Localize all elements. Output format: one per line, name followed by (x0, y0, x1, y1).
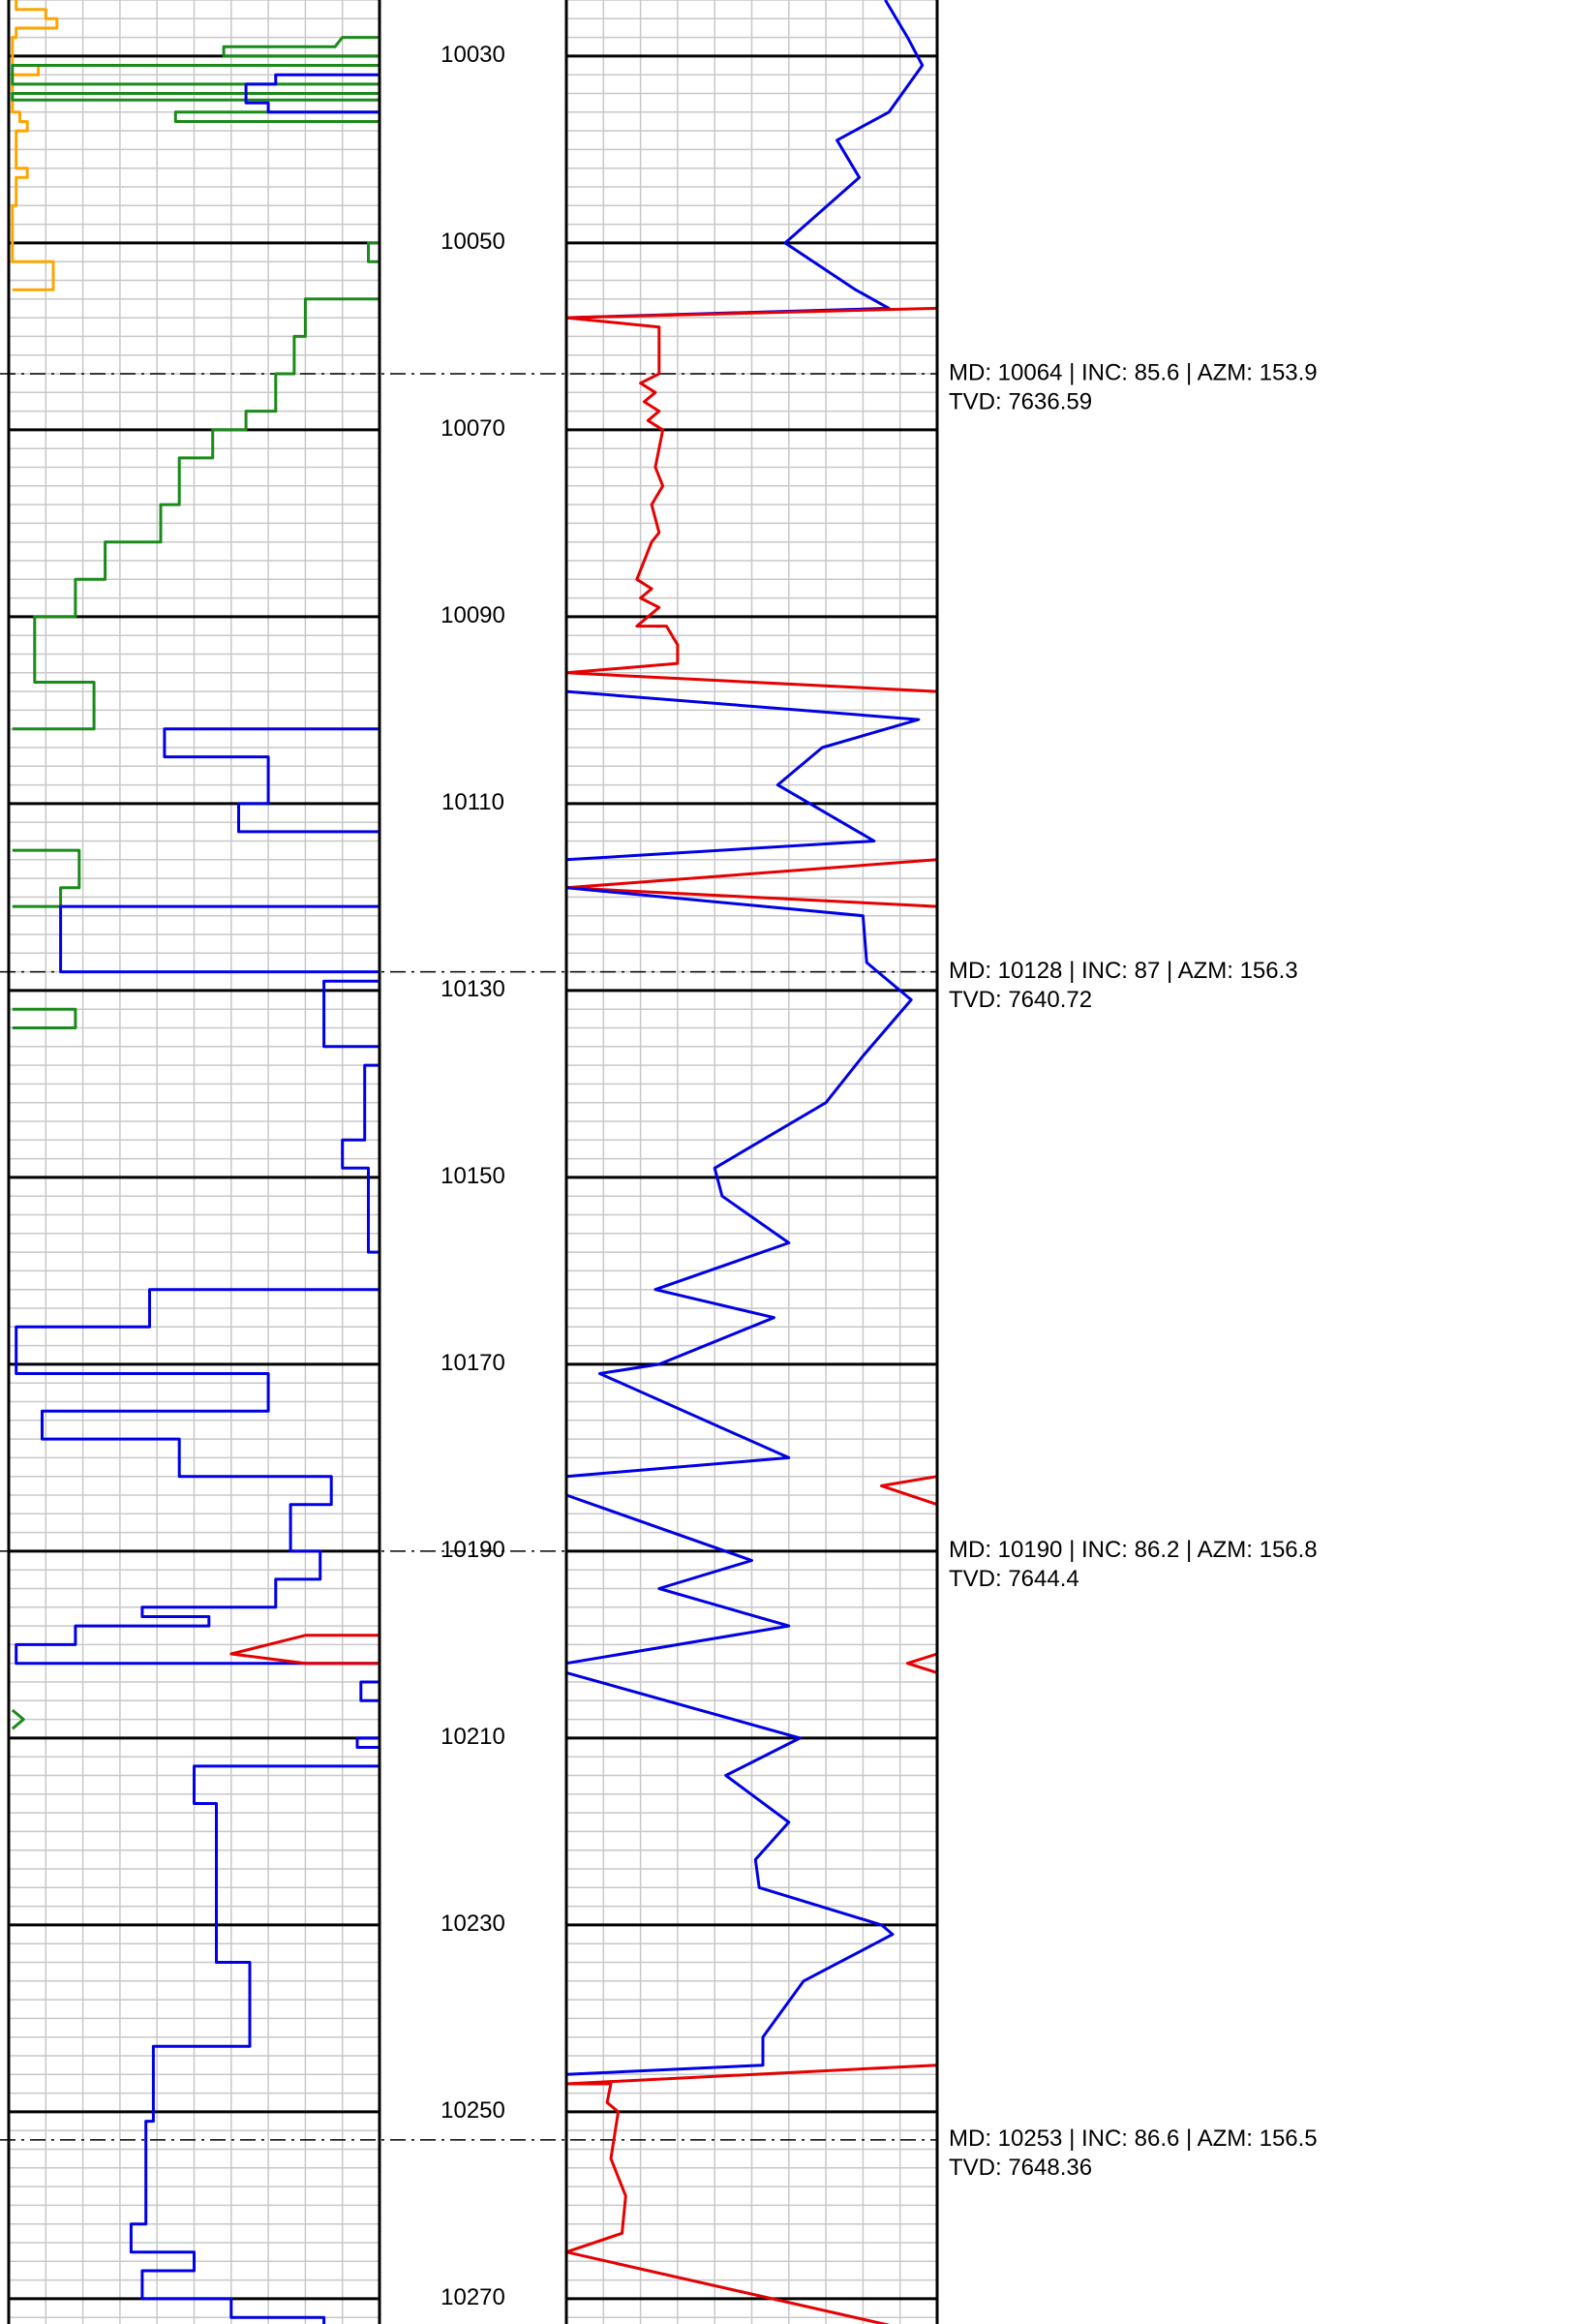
log-curve-green (12, 848, 81, 908)
log-curve-blue (565, 689, 921, 862)
depth-tick-label: 10130 (441, 976, 505, 1002)
depth-tick-label: 10070 (441, 415, 505, 442)
log-curve-orange (11, 0, 59, 291)
log-curve-blue (15, 979, 381, 2324)
survey-md-label: MD: 10190 | INC: 86.2 | AZM: 156.8 (949, 1537, 1318, 1563)
grid-layer (9, 0, 937, 2324)
depth-labels: 10030 10050 10070 10090 10110 10130 10150 10170… (441, 42, 505, 2310)
track-borders (7, 0, 939, 2324)
log-curve-green (11, 36, 381, 731)
log-curve-blue (163, 727, 380, 834)
depth-tick-label: 10190 (441, 1537, 505, 1563)
log-curve-green (11, 1708, 25, 1730)
log-curve-red (880, 1475, 938, 1507)
depth-tick-label: 10150 (441, 1163, 505, 1189)
depth-tick-label: 10210 (441, 1724, 505, 1750)
depth-tick-label: 10270 (441, 2284, 505, 2310)
depth-tick-label: 10030 (441, 42, 505, 68)
survey-annotations: MD: 10064 | INC: 85.6 | AZM: 153.9 TVD: 7… (949, 359, 1318, 2181)
survey-lines (0, 373, 937, 2141)
survey-tvd-label: TVD: 7640.72 (949, 987, 1092, 1013)
log-curve-red (564, 306, 938, 693)
log-curve-green (12, 1007, 77, 1029)
depth-tick-label: 10170 (441, 1350, 505, 1376)
log-curve-red (905, 1652, 938, 1674)
log-curve-red (229, 1634, 380, 1666)
depth-tick-label: 10250 (441, 2097, 505, 2124)
survey-md-label: MD: 10128 | INC: 87 | AZM: 156.3 (949, 958, 1298, 984)
depth-tick-label: 10230 (441, 1911, 505, 1937)
depth-tick-label: 10090 (441, 602, 505, 628)
survey-tvd-label: TVD: 7644.4 (949, 1566, 1079, 1592)
survey-tvd-label: TVD: 7636.59 (949, 388, 1092, 414)
survey-md-label: MD: 10253 | INC: 86.6 | AZM: 156.5 (949, 2125, 1318, 2152)
log-curve-blue (59, 904, 380, 974)
depth-tick-label: 10050 (441, 229, 505, 255)
depth-tick-label: 10110 (441, 789, 504, 815)
survey-tvd-label: TVD: 7648.36 (949, 2155, 1092, 2181)
survey-md-label: MD: 10064 | INC: 85.6 | AZM: 153.9 (949, 359, 1318, 385)
log-curve-red (564, 2064, 938, 2324)
log-curve-blue (565, 0, 925, 320)
curves (11, 0, 938, 2324)
log-curve-blue (244, 73, 380, 114)
